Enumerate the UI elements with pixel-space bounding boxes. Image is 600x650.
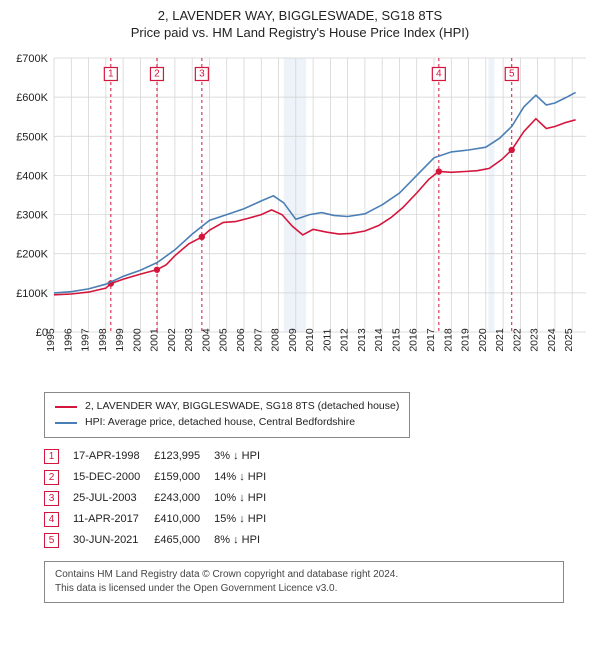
recession-band: [488, 58, 494, 332]
attribution-footer: Contains HM Land Registry data © Crown c…: [44, 561, 564, 603]
series-property: [54, 119, 576, 295]
chart-container: £0£100K£200K£300K£400K£500K£600K£700K199…: [8, 46, 592, 386]
event-date: 30-JUN-2021: [73, 530, 154, 551]
x-tick-label: 2004: [200, 328, 212, 352]
x-tick-label: 2020: [477, 328, 489, 352]
y-tick-label: £100K: [16, 288, 48, 300]
table-row: 4 11-APR-2017£410,00015% ↓ HPI: [44, 509, 280, 530]
x-tick-label: 2019: [460, 328, 472, 352]
x-tick-label: 2005: [218, 328, 230, 352]
event-ref-marker: 1: [44, 449, 59, 464]
x-tick-label: 2021: [494, 328, 506, 352]
event-marker-number: 1: [108, 69, 114, 80]
legend-row: HPI: Average price, detached house, Cent…: [55, 415, 399, 431]
legend-label: HPI: Average price, detached house, Cent…: [85, 415, 355, 431]
event-delta: 14% ↓ HPI: [214, 467, 280, 488]
table-row: 3 25-JUL-2003£243,00010% ↓ HPI: [44, 488, 280, 509]
x-tick-label: 2008: [270, 328, 282, 352]
x-tick-label: 1996: [62, 328, 74, 352]
event-ref-marker: 3: [44, 491, 59, 506]
event-price: £465,000: [154, 530, 214, 551]
table-row: 1 17-APR-1998£123,9953% ↓ HPI: [44, 446, 280, 467]
x-tick-label: 2013: [356, 328, 368, 352]
x-tick-label: 2010: [304, 328, 316, 352]
event-delta: 3% ↓ HPI: [214, 446, 280, 467]
event-marker-number: 3: [199, 69, 205, 80]
x-tick-label: 1999: [114, 328, 126, 352]
x-tick-label: 2025: [563, 328, 575, 352]
table-row: 2 15-DEC-2000£159,00014% ↓ HPI: [44, 467, 280, 488]
x-tick-label: 2009: [287, 328, 299, 352]
x-tick-label: 2017: [425, 328, 437, 352]
event-delta: 15% ↓ HPI: [214, 509, 280, 530]
event-date: 17-APR-1998: [73, 446, 154, 467]
y-tick-label: £300K: [16, 210, 48, 222]
footer-line2: This data is licensed under the Open Gov…: [55, 582, 553, 596]
legend-label: 2, LAVENDER WAY, BIGGLESWADE, SG18 8TS (…: [85, 399, 399, 415]
x-tick-label: 2007: [252, 328, 264, 352]
legend: 2, LAVENDER WAY, BIGGLESWADE, SG18 8TS (…: [44, 392, 410, 438]
title-line2: Price paid vs. HM Land Registry's House …: [8, 25, 592, 40]
x-tick-label: 2001: [149, 328, 161, 352]
x-tick-label: 2002: [166, 328, 178, 352]
x-tick-label: 2014: [373, 328, 385, 352]
event-delta: 10% ↓ HPI: [214, 488, 280, 509]
event-date: 11-APR-2017: [73, 509, 154, 530]
x-tick-label: 2024: [546, 328, 558, 352]
event-marker-number: 4: [436, 69, 442, 80]
price-chart: £0£100K£200K£300K£400K£500K£600K£700K199…: [8, 46, 592, 386]
event-delta: 8% ↓ HPI: [214, 530, 280, 551]
x-tick-label: 2011: [321, 329, 333, 352]
x-tick-label: 2015: [390, 328, 402, 352]
event-price: £123,995: [154, 446, 214, 467]
table-row: 5 30-JUN-2021£465,0008% ↓ HPI: [44, 530, 280, 551]
event-ref-marker: 4: [44, 512, 59, 527]
legend-swatch: [55, 422, 77, 424]
x-tick-label: 2018: [442, 328, 454, 352]
x-tick-label: 1997: [80, 328, 92, 352]
x-tick-label: 1995: [45, 328, 57, 352]
legend-row: 2, LAVENDER WAY, BIGGLESWADE, SG18 8TS (…: [55, 399, 399, 415]
title-line1: 2, LAVENDER WAY, BIGGLESWADE, SG18 8TS: [8, 8, 592, 23]
y-tick-label: £600K: [16, 92, 48, 104]
x-tick-label: 2022: [511, 328, 523, 352]
x-tick-label: 2023: [529, 328, 541, 352]
y-tick-label: £400K: [16, 170, 48, 182]
x-tick-label: 1998: [97, 328, 109, 352]
event-ref-marker: 2: [44, 470, 59, 485]
chart-title-block: 2, LAVENDER WAY, BIGGLESWADE, SG18 8TS P…: [8, 8, 592, 40]
event-date: 25-JUL-2003: [73, 488, 154, 509]
event-price: £243,000: [154, 488, 214, 509]
event-price: £159,000: [154, 467, 214, 488]
events-table: 1 17-APR-1998£123,9953% ↓ HPI 2 15-DEC-2000…: [44, 446, 280, 551]
x-tick-label: 2006: [235, 328, 247, 352]
y-tick-label: £700K: [16, 53, 48, 65]
footer-line1: Contains HM Land Registry data © Crown c…: [55, 568, 553, 582]
x-tick-label: 2016: [408, 328, 420, 352]
event-marker-number: 2: [154, 69, 160, 80]
event-date: 15-DEC-2000: [73, 467, 154, 488]
event-price: £410,000: [154, 509, 214, 530]
event-marker-number: 5: [509, 69, 515, 80]
event-ref-marker: 5: [44, 533, 59, 548]
series-hpi: [54, 92, 576, 293]
x-tick-label: 2012: [339, 328, 351, 352]
x-tick-label: 2003: [183, 328, 195, 352]
x-tick-label: 2000: [131, 328, 143, 352]
recession-band: [284, 58, 306, 332]
y-tick-label: £500K: [16, 131, 48, 143]
y-tick-label: £200K: [16, 249, 48, 261]
legend-swatch: [55, 406, 77, 408]
